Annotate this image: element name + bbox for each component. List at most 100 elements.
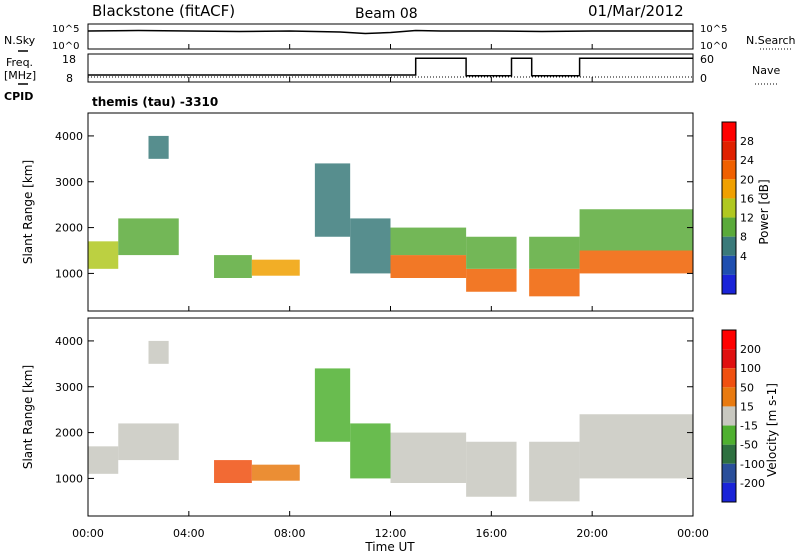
colorbar-tick-label: 15	[740, 400, 754, 413]
power-cell	[214, 255, 252, 278]
power-y-axis-label: Slant Range [km]	[21, 160, 35, 264]
freq-left-label-line1: Freq.	[6, 56, 33, 69]
y-tick-label: 1000	[55, 267, 83, 280]
colorbar-swatch	[722, 274, 736, 294]
x-axis-label: Time UT	[364, 540, 415, 554]
freq-left-tick-bottom: 8	[66, 72, 73, 85]
velocity-y-axis-label: Slant Range [km]	[21, 365, 35, 469]
y-tick-label: 4000	[55, 130, 83, 143]
station-title: Blackstone (fitACF)	[92, 2, 235, 20]
colorbar-tick-label: -50	[740, 439, 758, 452]
colorbar-tick-label: 24	[740, 154, 754, 167]
power-cell	[529, 236, 580, 269]
time-x-axis: 00:00 04:00 08:00 12:00 16:00 20:00 00:00	[72, 44, 709, 540]
colorbar-swatch	[722, 444, 736, 464]
freq-right-tick-top: 60	[700, 53, 714, 66]
freq-series-line	[88, 57, 693, 77]
power-y-axis: 1000 2000 3000 4000	[55, 130, 693, 280]
velocity-cell	[214, 460, 252, 483]
power-colorbar-label: Power [dB]	[757, 179, 771, 244]
velocity-heatmap	[88, 340, 693, 502]
power-cell	[148, 135, 169, 159]
colorbar-swatch	[722, 482, 736, 502]
noise-right-tick-top: 10^5	[700, 24, 727, 35]
velocity-cell	[118, 423, 179, 461]
noise-right-label: N.Search	[746, 34, 796, 47]
velocity-cell	[88, 446, 119, 474]
colorbar-tick-label: 200	[740, 343, 761, 356]
power-cell	[466, 236, 517, 269]
colorbar-swatch	[722, 122, 736, 142]
cpid-label: CPID	[4, 90, 33, 103]
noise-left-label: N.Sky	[4, 34, 36, 47]
freq-left-tick-top: 18	[62, 53, 76, 66]
velocity-cell	[148, 340, 169, 364]
x-tick-label: 12:00	[375, 527, 407, 540]
colorbar-swatch	[722, 198, 736, 218]
y-tick-label: 3000	[55, 176, 83, 189]
colorbar-tick-label: 20	[740, 173, 754, 186]
power-cell	[529, 268, 580, 297]
velocity-colorbar-label: Velocity [m s-1]	[765, 383, 779, 477]
power-colorbar: 28 24 20 16 12 8 4	[721, 121, 754, 295]
colorbar-swatch	[722, 217, 736, 237]
power-cell	[251, 259, 300, 276]
noise-series-line	[87, 29, 693, 35]
colorbar-tick-label: 28	[740, 135, 754, 148]
colorbar-tick-label: 4	[740, 250, 747, 263]
x-tick-label: 00:00	[72, 527, 104, 540]
power-cell	[314, 163, 351, 237]
velocity-cell	[390, 432, 467, 483]
noise-left-tick-bottom: 10^0	[52, 41, 79, 52]
y-tick-label: 1000	[55, 472, 83, 485]
colorbar-tick-label: 8	[740, 231, 747, 244]
velocity-cell	[579, 414, 693, 479]
colorbar-swatch	[722, 141, 736, 161]
colorbar-tick-label: -100	[740, 458, 765, 471]
x-tick-label: 16:00	[475, 527, 507, 540]
x-tick-label: 08:00	[274, 527, 306, 540]
noise-right-tick-bottom: 10^0	[700, 41, 727, 52]
power-cell	[579, 209, 693, 251]
power-cell	[88, 241, 119, 269]
power-cell	[350, 218, 391, 274]
colorbar-tick-label: 100	[740, 362, 761, 375]
colorbar-swatch	[722, 236, 736, 256]
colorbar-swatch	[722, 255, 736, 275]
cpid-value: themis (tau) -3310	[92, 95, 218, 109]
colorbar-swatch	[722, 349, 736, 369]
y-tick-label: 4000	[55, 335, 83, 348]
freq-left-label-line2: [MHz]	[4, 69, 36, 82]
y-tick-label: 3000	[55, 381, 83, 394]
colorbar-tick-label: 12	[740, 212, 754, 225]
y-tick-label: 2000	[55, 427, 83, 440]
date-title: 01/Mar/2012	[588, 2, 684, 20]
noise-left-tick-top: 10^5	[52, 24, 79, 35]
velocity-cell	[466, 441, 517, 497]
y-tick-label: 2000	[55, 222, 83, 235]
velocity-cell	[529, 441, 580, 502]
power-cell	[579, 250, 693, 274]
velocity-y-axis: 1000 2000 3000 4000	[55, 335, 693, 485]
velocity-cell	[251, 464, 300, 481]
colorbar-frame	[721, 121, 737, 295]
colorbar-swatch	[722, 387, 736, 407]
velocity-cell	[314, 368, 351, 442]
colorbar-swatch	[722, 368, 736, 388]
colorbar-swatch	[722, 463, 736, 483]
velocity-colorbar: 200 100 50 15 -15 -50 -100 -200	[721, 329, 765, 503]
colorbar-swatch	[722, 179, 736, 199]
x-tick-label: 04:00	[173, 527, 205, 540]
power-cell	[390, 227, 467, 256]
freq-right-tick-bottom: 0	[700, 72, 707, 85]
nave-label: Nave	[752, 64, 780, 77]
colorbar-tick-label: -200	[740, 477, 765, 490]
colorbar-frame	[721, 329, 737, 503]
colorbar-tick-label: 50	[740, 381, 754, 394]
x-tick-label: 00:00	[677, 527, 709, 540]
x-tick-label: 20:00	[576, 527, 608, 540]
power-cell	[118, 218, 179, 256]
power-cell	[466, 268, 517, 292]
colorbar-swatch	[722, 330, 736, 350]
